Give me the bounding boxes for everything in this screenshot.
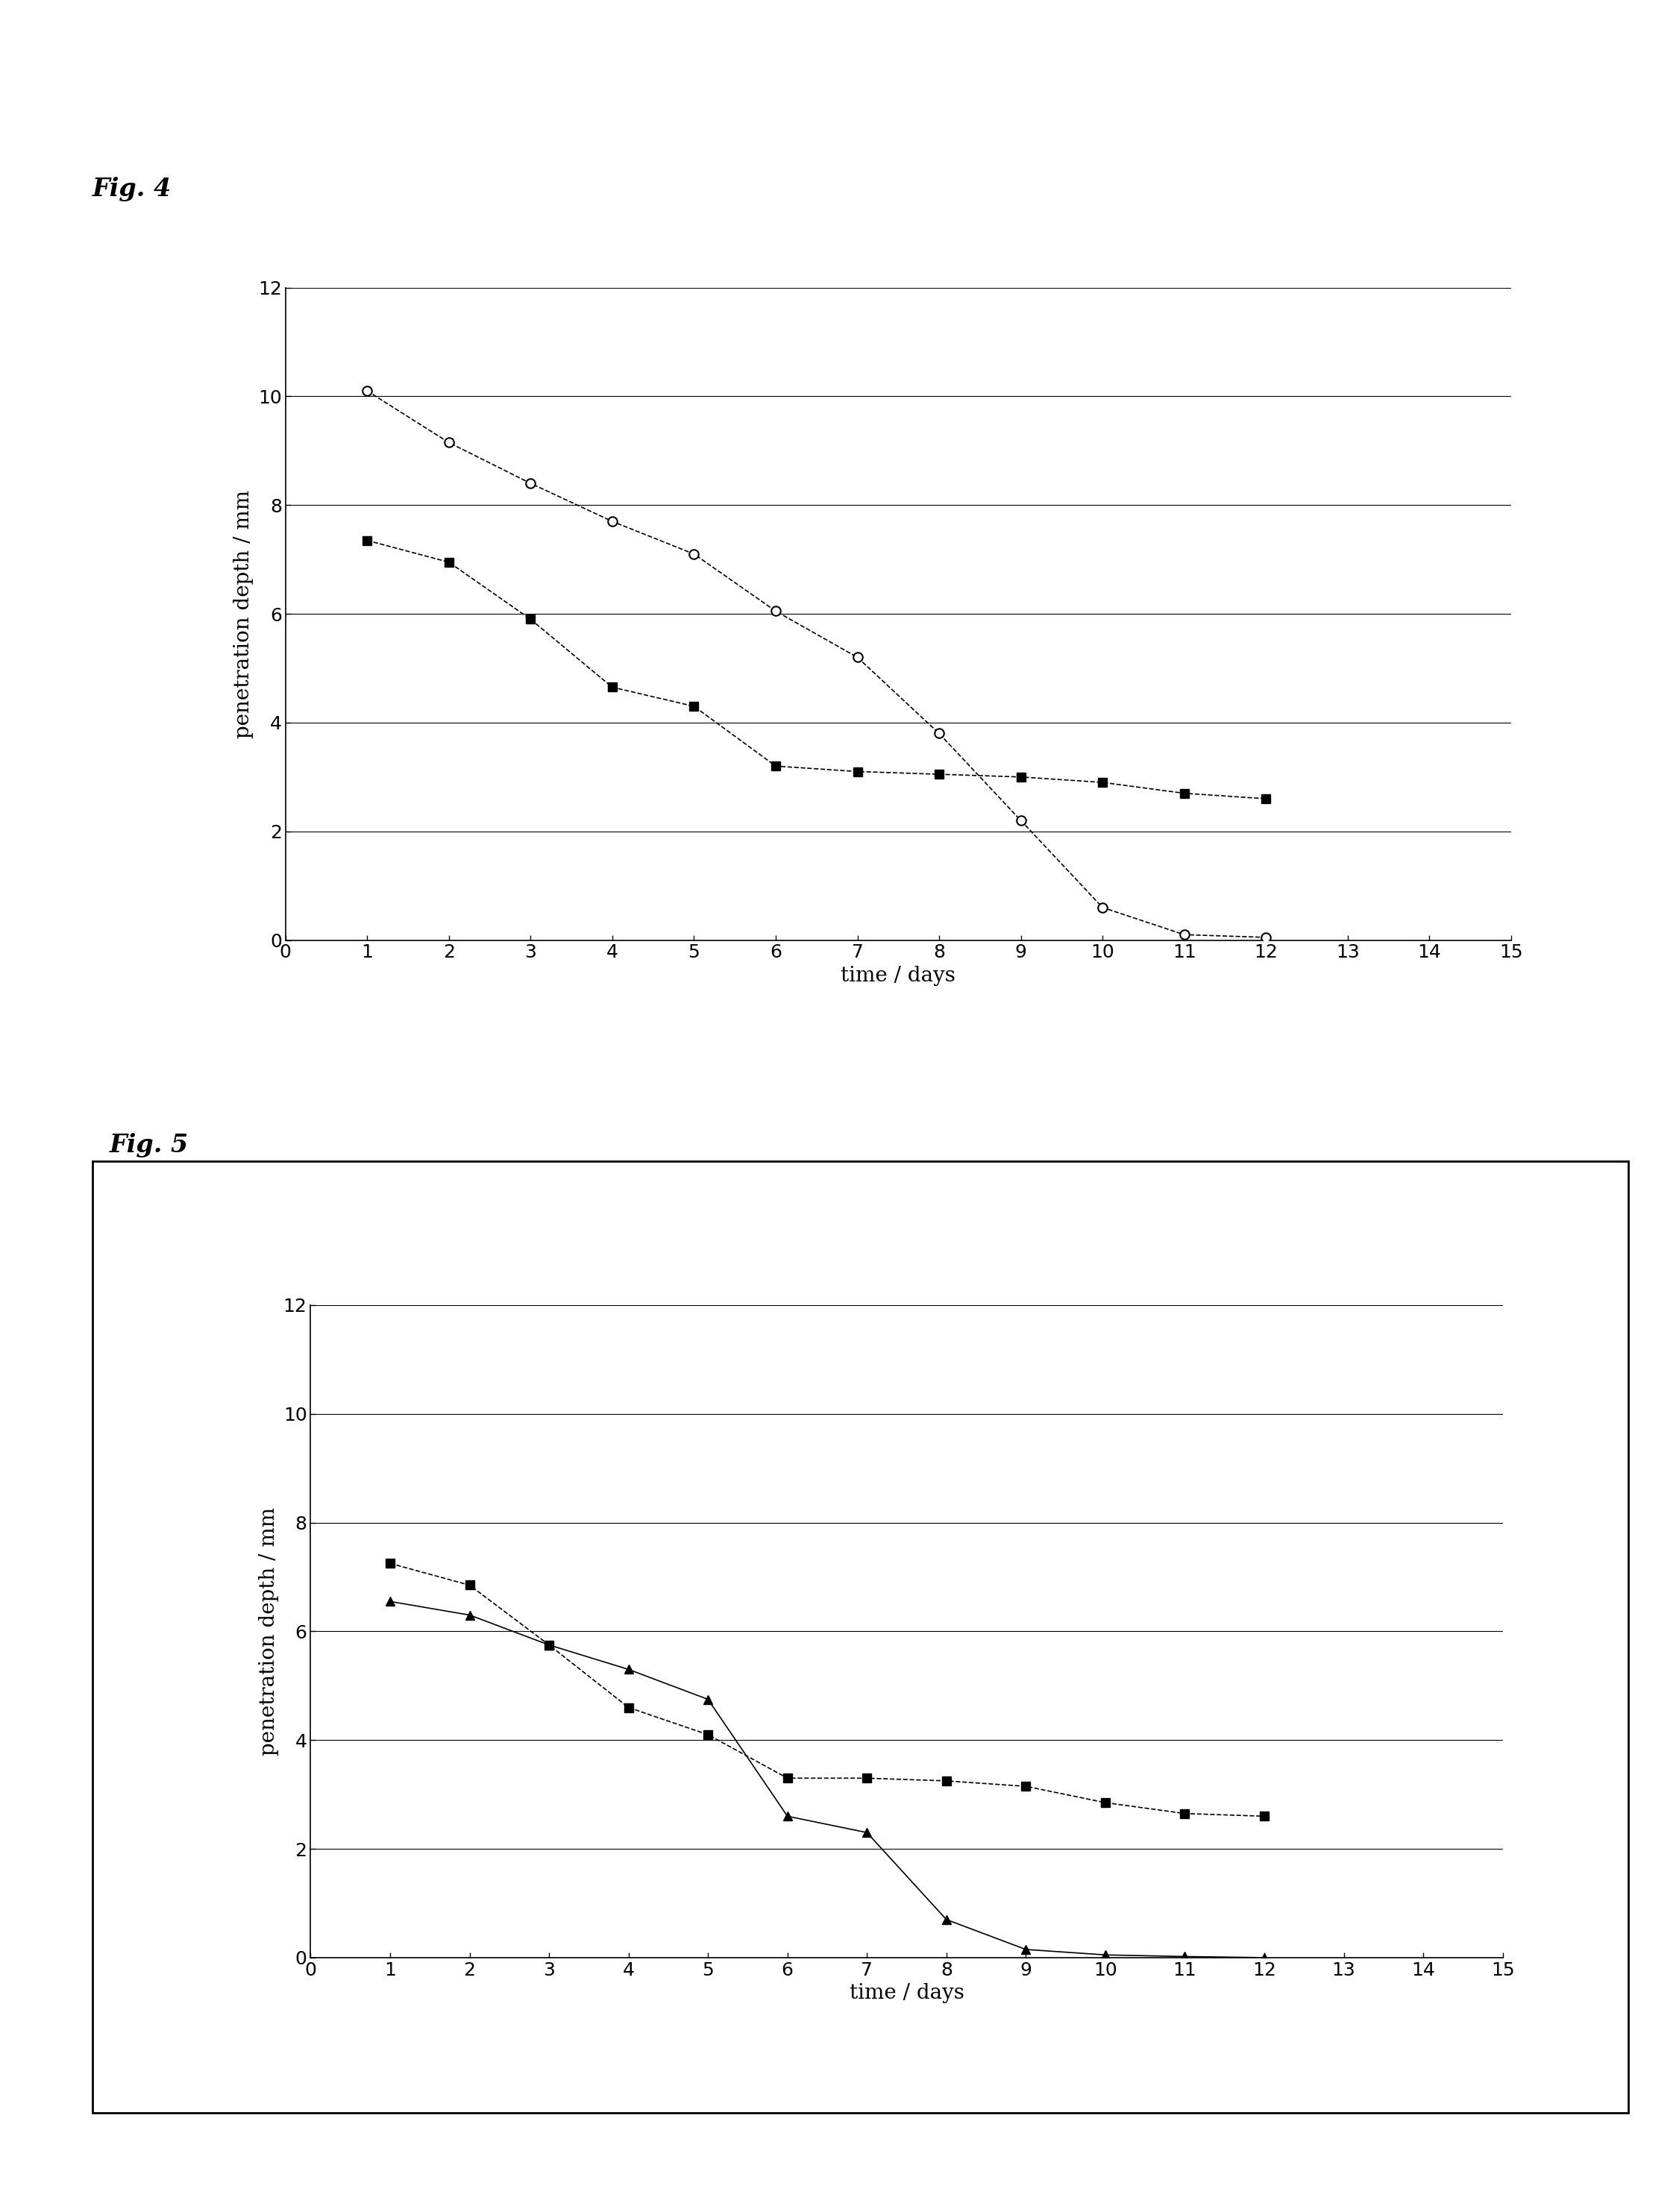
X-axis label: time / days: time / days [850,1984,964,2004]
X-axis label: time / days: time / days [841,967,955,987]
Y-axis label: penetration depth / mm: penetration depth / mm [233,489,254,739]
Text: Fig. 4: Fig. 4 [92,177,171,201]
Y-axis label: penetration depth / mm: penetration depth / mm [259,1506,279,1756]
Text: Fig. 5: Fig. 5 [109,1133,188,1157]
